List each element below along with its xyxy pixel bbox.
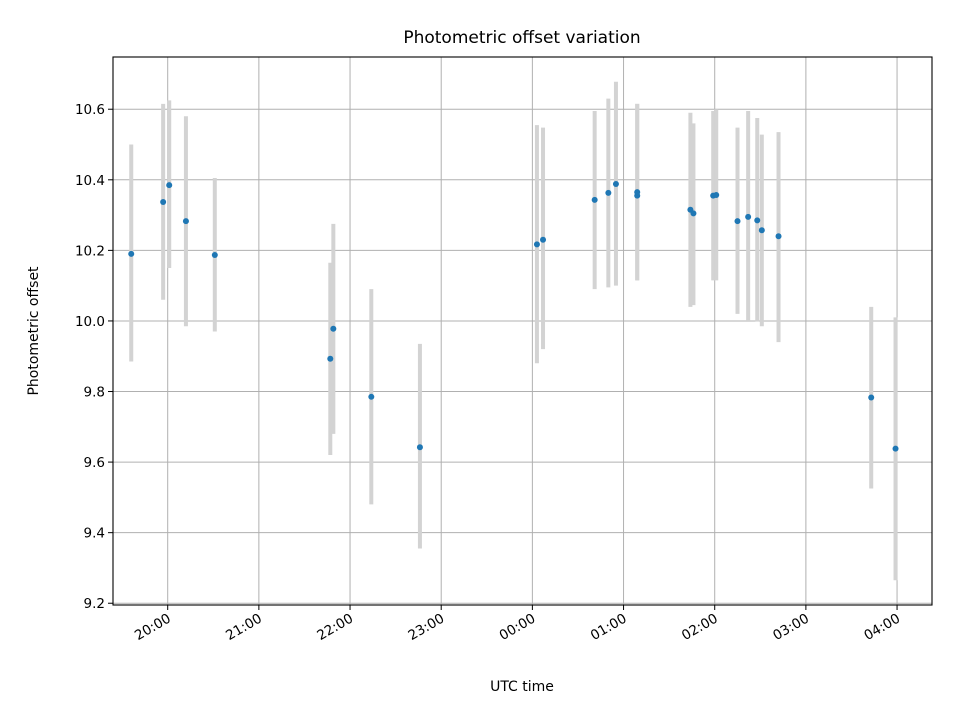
data-point [605, 189, 612, 196]
data-points [128, 181, 899, 452]
data-point [211, 251, 218, 258]
y-axis-label: Photometric offset [26, 266, 42, 396]
data-point [690, 210, 697, 217]
y-tick-label: 9.8 [84, 385, 105, 401]
data-point [327, 355, 334, 362]
data-point [160, 199, 167, 206]
x-tick-label: 21:00 [223, 611, 265, 644]
data-point [612, 181, 619, 188]
data-point [166, 182, 173, 189]
y-tick-label: 9.2 [84, 596, 105, 612]
y-tick-label: 10.2 [75, 243, 105, 259]
error-bars [129, 81, 898, 581]
y-tick-label: 9.4 [84, 526, 105, 542]
data-point [533, 241, 540, 248]
data-point [745, 213, 752, 220]
x-tick-label: 04:00 [861, 611, 903, 644]
x-axis-ticks: 20:00 21:00 22:00 23:00 00:00 01:00 02:00 03:00… [132, 605, 903, 644]
y-tick-label: 9.6 [84, 455, 105, 471]
data-point [892, 445, 899, 452]
data-point [330, 325, 337, 332]
x-tick-label: 02:00 [679, 611, 721, 644]
data-point [868, 394, 875, 401]
data-point [128, 250, 135, 257]
x-tick-label: 00:00 [497, 611, 539, 644]
data-point [540, 236, 547, 243]
data-point [775, 233, 782, 240]
x-tick-label: 01:00 [588, 611, 630, 644]
x-tick-label: 03:00 [770, 611, 812, 644]
data-point [634, 189, 641, 196]
plot-frame [112, 56, 933, 606]
data-point [182, 218, 189, 225]
grid [113, 57, 932, 605]
data-point [713, 191, 720, 198]
y-tick-label: 10.4 [75, 173, 105, 189]
x-axis-label: UTC time [490, 679, 554, 695]
y-tick-label: 10.0 [75, 314, 105, 330]
data-point [368, 393, 375, 400]
data-point [734, 218, 741, 225]
chart-title: Photometric offset variation [403, 28, 640, 48]
y-tick-label: 10.6 [75, 102, 105, 118]
data-point [416, 444, 423, 451]
x-tick-label: 23:00 [406, 611, 448, 644]
x-tick-label: 22:00 [314, 611, 356, 644]
y-axis-ticks: 9.2 9.4 9.6 9.8 10.0 10.2 10.4 10.6 [75, 102, 113, 612]
data-point [758, 227, 765, 234]
data-point [591, 196, 598, 203]
data-point [754, 217, 761, 224]
x-tick-label: 20:00 [132, 611, 174, 644]
